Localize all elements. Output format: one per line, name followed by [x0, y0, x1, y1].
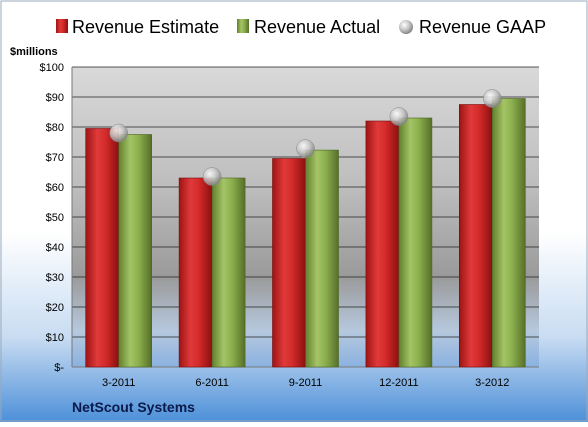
- legend: Revenue Estimate Revenue Actual Revenue …: [56, 17, 546, 37]
- legend-swatch-estimate: [56, 19, 68, 33]
- x-tick-label: 3-2012: [475, 377, 509, 389]
- bar-revenue-actual: [398, 117, 433, 368]
- bar-revenue-estimate: [85, 128, 119, 368]
- y-tick-label: $70: [46, 152, 64, 164]
- bar-revenue-actual: [491, 98, 526, 368]
- y-tick-label: $30: [46, 272, 64, 284]
- y-axis-label: $millions: [10, 46, 58, 58]
- y-tick-label: $10: [46, 332, 64, 344]
- legend-label-estimate: Revenue Estimate: [72, 17, 219, 37]
- marker-revenue-gaap: [483, 89, 502, 108]
- marker-revenue-gaap: [202, 167, 222, 186]
- marker-revenue-gaap: [389, 107, 409, 126]
- bar-revenue-estimate: [365, 120, 400, 368]
- y-tick-label: $50: [46, 212, 64, 224]
- marker-revenue-gaap: [296, 139, 315, 158]
- legend-label-actual: Revenue Actual: [254, 17, 380, 37]
- y-axis-ticks: $- $10 $20 $30 $40 $50 $60 $70 $80 $90 $100: [40, 62, 65, 374]
- y-tick-label: $80: [46, 122, 64, 134]
- x-tick-label: 6-2011: [195, 377, 228, 389]
- bar-revenue-actual: [305, 149, 339, 368]
- legend-swatch-actual: [237, 19, 249, 33]
- x-tick-label: 12-2011: [379, 377, 419, 389]
- company-name: NetScout Systems: [72, 399, 195, 415]
- y-tick-label: $40: [46, 242, 64, 254]
- x-tick-label: 3-2011: [102, 377, 135, 389]
- x-axis-ticks: 3-2011 6-2011 9-2011 12-2011 3-2012: [102, 377, 509, 389]
- bar-revenue-estimate: [458, 104, 493, 368]
- bar-revenue-estimate: [178, 177, 213, 368]
- marker-revenue-gaap: [109, 123, 128, 143]
- gaap-markers: [109, 89, 502, 186]
- y-tick-label: $60: [46, 182, 64, 194]
- legend-label-gaap: Revenue GAAP: [419, 17, 546, 37]
- bar-revenue-estimate: [272, 158, 306, 368]
- bar-revenue-actual: [118, 134, 152, 368]
- y-tick-label: $100: [40, 62, 64, 74]
- y-tick-label: $-: [54, 362, 64, 374]
- x-tick-label: 9-2011: [289, 377, 322, 389]
- y-tick-label: $90: [46, 92, 64, 104]
- legend-marker-gaap: [399, 20, 413, 34]
- bars: [85, 98, 526, 368]
- y-tick-label: $20: [46, 302, 64, 314]
- bar-revenue-actual: [211, 177, 246, 368]
